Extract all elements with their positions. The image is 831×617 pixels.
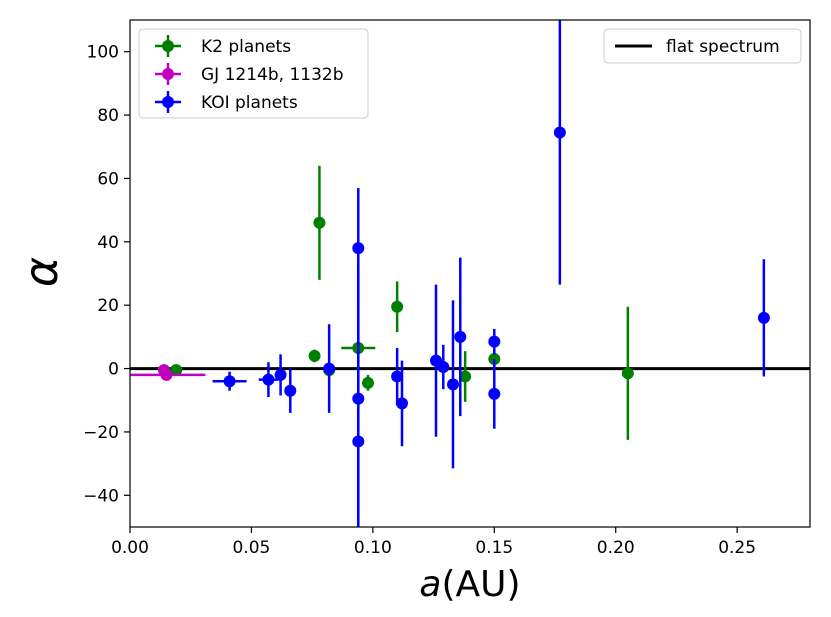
data-point [308,349,321,362]
data-point [447,378,459,391]
data-point [459,370,472,383]
legend-label: K2 planets [201,37,291,57]
x-tick-label: 0.00 [111,538,149,558]
data-point [274,368,287,381]
y-tick-label: −40 [83,486,119,506]
data-point [362,376,374,389]
legend-reference: flat spectrum [603,28,802,64]
legend-series: K2 planets GJ 1214b, 1132b KOI planets [138,28,369,119]
x-axis-label-variable: a [419,564,441,605]
legend-marker-point [162,68,174,80]
legend-label: KOI planets [201,93,298,113]
y-tick-label: 40 [97,233,119,253]
legend-reference-box [603,28,802,64]
data-point [488,387,501,400]
legend-marker-point [162,96,174,108]
x-tick-label: 0.10 [354,538,392,558]
data-point [160,368,173,381]
data-point [352,242,365,255]
data-point [170,364,183,377]
data-point [454,330,467,343]
legend-marker-point [162,40,174,52]
y-tick-label: −20 [83,423,119,443]
y-tick-label: 60 [97,169,119,189]
series-gj-1214b-1132b [130,364,206,381]
data-point [391,300,404,313]
x-tick-label: 0.05 [232,538,270,558]
x-tick-label: 0.15 [475,538,513,558]
legend-label: flat spectrum [666,37,780,57]
data-point [621,367,634,380]
x-tick-label: 0.25 [718,538,756,558]
data-point [757,311,770,324]
data-point [553,126,566,139]
data-point [262,373,275,386]
data-point [284,384,297,397]
y-tick-label: 20 [97,296,119,316]
data-point [437,360,450,373]
series-koi-planets [212,20,770,527]
y-tick-label: 100 [87,43,119,63]
data-point [352,435,365,448]
plot-frame [129,19,811,528]
data-point [396,397,408,410]
y-tick-label: 0 [108,360,119,380]
x-tick-label: 0.20 [597,538,635,558]
y-axis-label: α [14,257,68,287]
legend-series-box [138,28,369,119]
data-point [223,375,236,388]
legend-label: GJ 1214b, 1132b [201,65,344,85]
x-axis-label-unit: (AU) [441,564,520,605]
data-point [313,216,326,229]
x-axis-label: a(AU) [419,564,520,605]
y-tick-label: 80 [97,106,119,126]
data-point [488,335,501,348]
data-point [323,362,336,375]
data-point [391,370,404,383]
